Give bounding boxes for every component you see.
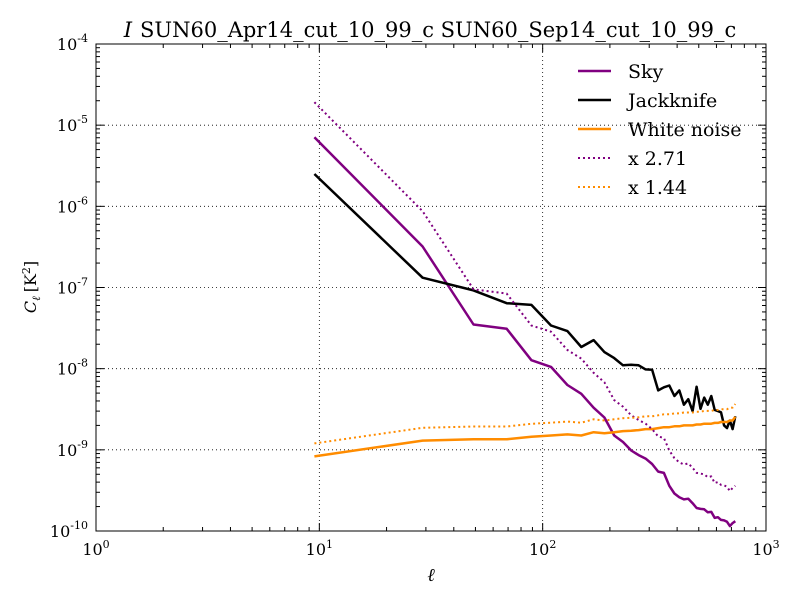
- x-tick-label: 100: [82, 538, 109, 559]
- y-tick-label: 10-8: [57, 357, 88, 379]
- ticks: 100 101 102 103 10-10 10-9 10-8 10-7 10-6 10-5 10-…: [50, 32, 780, 559]
- series-line-sky: [313, 136, 737, 528]
- series-line-x-2-71: [313, 101, 736, 493]
- series-line-x-1-44: [314, 403, 737, 445]
- y-tick-label: 10-9: [57, 438, 88, 460]
- legend-label: x 2.71: [628, 148, 687, 170]
- x-axis-label: ℓ: [427, 565, 435, 586]
- y-tick-label: 10-5: [57, 113, 88, 135]
- y-tick-label: 10-6: [57, 194, 88, 216]
- chart-title: I SUN60_Apr14_cut_10_99_c SUN60_Sep14_cut…: [123, 18, 737, 42]
- y-tick-label: 10-10: [50, 519, 88, 541]
- series-line-jackknife: [313, 173, 737, 431]
- x-tick-label: 102: [529, 538, 556, 559]
- series-line-white-noise: [314, 416, 737, 458]
- x-tick-label: 101: [306, 538, 333, 559]
- legend-label: x 1.44: [628, 177, 687, 199]
- x-tick-label: 103: [752, 538, 779, 559]
- y-tick-label: 10-7: [57, 276, 88, 298]
- legend-label: Jackknife: [626, 90, 717, 112]
- series-group: [313, 101, 737, 528]
- y-axis-label: Cℓ[K2]: [20, 261, 43, 313]
- legend: Sky Jackknife White noise x 2.71 x 1.44: [578, 61, 742, 199]
- legend-label: Sky: [628, 61, 664, 83]
- y-tick-label: 10-4: [57, 32, 88, 54]
- legend-label: White noise: [628, 119, 742, 141]
